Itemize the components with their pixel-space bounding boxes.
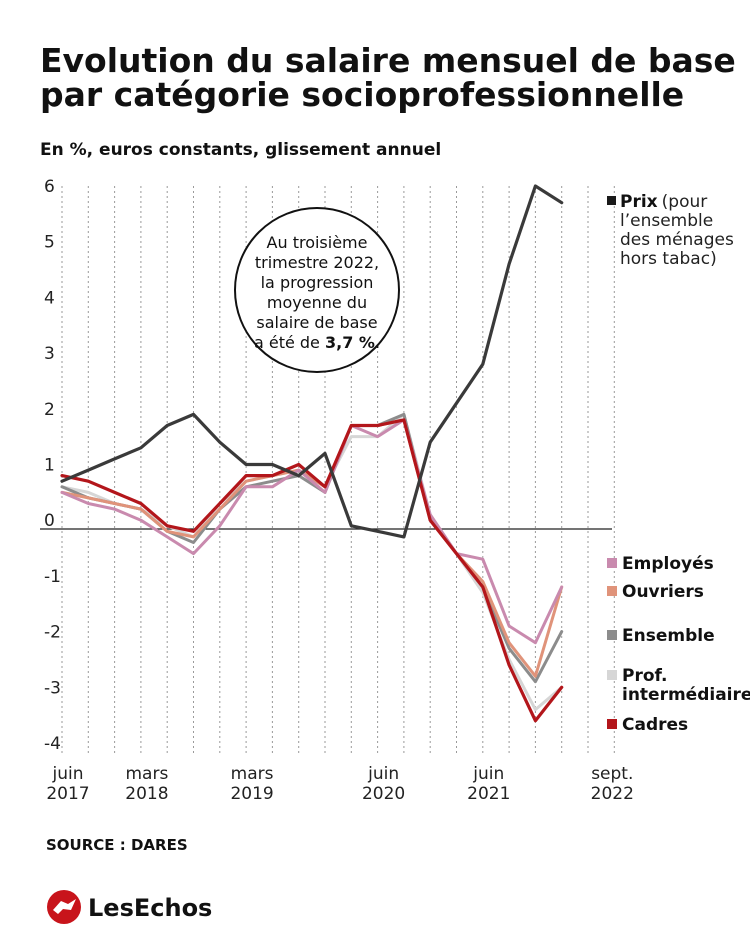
annotation-line-3: la progression — [261, 273, 374, 292]
y-tick-label: -3 — [44, 678, 61, 698]
x-tick-year: 2021 — [467, 784, 510, 804]
legend-swatch-ensemble — [607, 630, 617, 640]
legend-label-employes: Employés — [622, 554, 714, 574]
annotation-line-1: Au troisième — [267, 233, 368, 252]
series-line-cadres — [60, 418, 564, 723]
legend-label-prix: Prix (pour — [620, 192, 707, 212]
legend-swatch-cadres — [607, 719, 617, 729]
legend-swatch-ouvriers — [607, 586, 617, 596]
legend-label-prof-1: Prof. — [622, 666, 667, 686]
y-tick-label: 6 — [44, 177, 55, 197]
annotation-line-5: salaire de base — [256, 313, 377, 332]
annotation-line-6: a été de 3,7 %. — [254, 333, 380, 352]
legend-swatch-employes — [607, 558, 617, 568]
y-tick-label: 0 — [44, 511, 55, 531]
brand-name: LesEchos — [88, 894, 212, 922]
brand-bird-icon — [53, 899, 76, 914]
chart-subtitle: En %, euros constants, glissement annuel — [40, 140, 441, 160]
y-tick-label: -1 — [44, 567, 61, 587]
y-tick-label: 5 — [44, 233, 55, 253]
x-tick-year: 2018 — [125, 784, 168, 804]
y-tick-label: -4 — [44, 734, 61, 754]
series-line-prof-interm-diaires — [60, 412, 564, 712]
series-line-employ-s — [60, 418, 564, 645]
annotation-line-4: moyenne du — [267, 293, 367, 312]
legend-prix-name: Prix — [620, 192, 658, 212]
chart-title-line-1: Evolution du salaire mensuel de base — [40, 41, 736, 80]
x-tick-month: sept. — [591, 764, 633, 784]
brand-logo: LesEchos — [47, 890, 212, 924]
x-tick-year: 2019 — [230, 784, 273, 804]
series-line-ouvriers — [60, 418, 564, 678]
y-tick-label: 3 — [44, 344, 55, 364]
y-tick-label: 1 — [44, 456, 55, 476]
x-tick-month: juin — [472, 764, 504, 784]
x-tick-month: juin — [367, 764, 399, 784]
x-tick-year: 2020 — [362, 784, 405, 804]
legend-label-prof-2: intermédiaires — [622, 685, 750, 705]
annotation-line-2: trimestre 2022, — [255, 253, 379, 272]
chart-title-line-2: par catégorie socioprofessionnelle — [40, 75, 684, 114]
x-tick-month: mars — [125, 764, 168, 784]
legend-swatch-prix — [607, 196, 616, 205]
series-line-ensemble — [60, 412, 564, 684]
y-axis-ticks: 6 5 4 3 2 1 0 -1 -2 -3 -4 — [44, 177, 61, 754]
x-tick-year: 2017 — [46, 784, 89, 804]
series-lines — [60, 184, 564, 723]
legend: Prix (pour l’ensemble des ménages hors ta… — [607, 192, 750, 735]
annotation-callout: Au troisième trimestre 2022, la progress… — [234, 207, 400, 373]
legend-swatch-prof — [607, 670, 617, 680]
x-tick-month: mars — [231, 764, 274, 784]
legend-label-ouvriers: Ouvriers — [622, 582, 704, 602]
y-tick-label: -2 — [44, 623, 61, 643]
legend-prix-note-1: (pour — [662, 192, 708, 212]
annotation-prefix: a été de — [254, 333, 325, 352]
annotation-value: 3,7 % — [325, 333, 375, 352]
legend-prix-note-3: des ménages — [620, 230, 734, 250]
annotation-suffix: . — [375, 333, 380, 352]
y-tick-label: 4 — [44, 288, 55, 308]
y-tick-label: 2 — [44, 400, 55, 420]
x-tick-year: 2022 — [591, 784, 634, 804]
x-tick-month: juin — [52, 764, 84, 784]
legend-prix-note-4: hors tabac) — [620, 249, 717, 269]
series-line-prix — [60, 184, 564, 539]
x-axis-ticks: juin2017mars2018mars2019juin2020juin2021… — [46, 764, 634, 804]
annotation-circle — [234, 207, 400, 373]
legend-label-ensemble: Ensemble — [622, 626, 715, 646]
source-note: SOURCE : DARES — [46, 836, 188, 854]
legend-prix-note-2: l’ensemble — [620, 211, 713, 231]
legend-label-cadres: Cadres — [622, 715, 688, 735]
